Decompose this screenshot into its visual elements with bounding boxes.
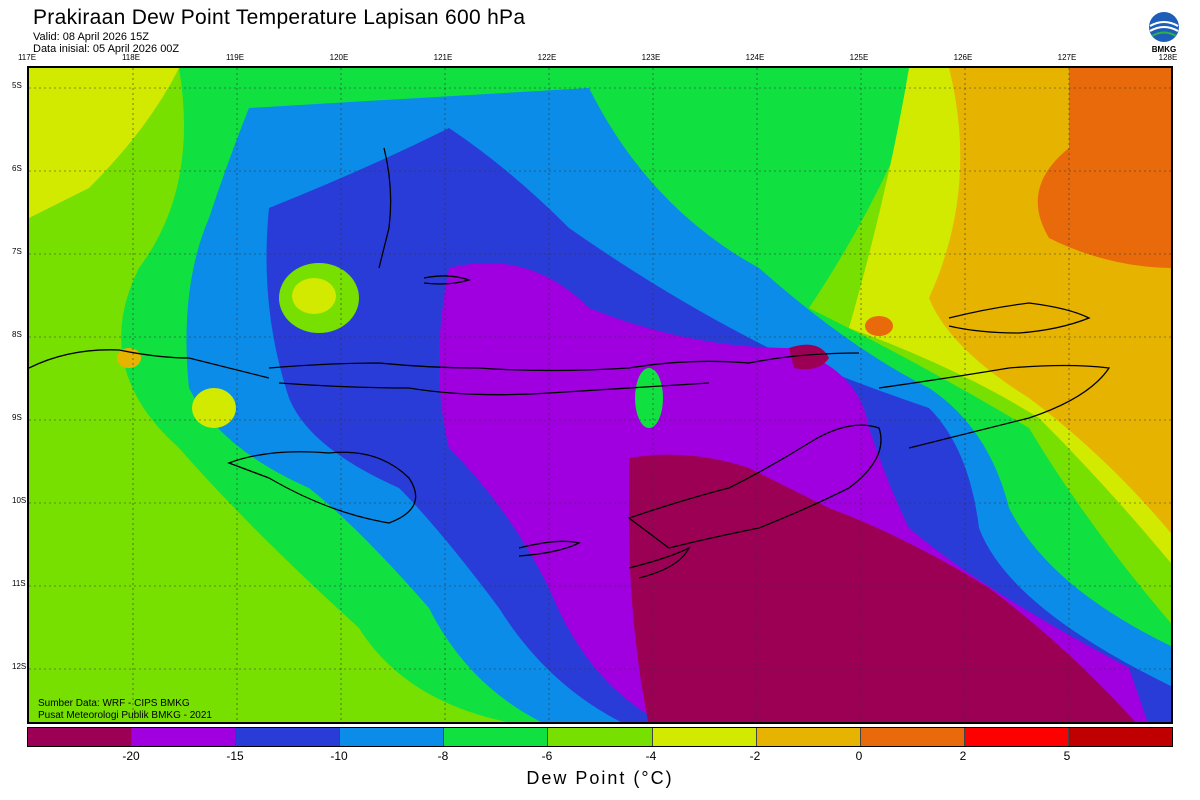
lon-label: 122E <box>537 53 557 62</box>
colorbar-tick: 5 <box>1063 749 1071 763</box>
logo-text: BMKG <box>1151 45 1177 54</box>
field-orange-ne <box>1037 68 1171 268</box>
colorbar-tick: -8 <box>437 749 449 763</box>
longitude-labels: 117E 118E 119E 120E 121E 122E 123E 124E … <box>0 53 1200 65</box>
institution-credit: Pusat Meteorologi Publik BMKG - 2021 <box>38 710 212 721</box>
lat-label: 8S <box>12 330 22 339</box>
colorbar-tick: -15 <box>226 749 244 763</box>
lat-label: 10S <box>12 496 27 505</box>
lat-label: 5S <box>12 81 22 90</box>
lon-label: 119E <box>225 53 245 62</box>
colorbar-tick: -2 <box>749 749 761 763</box>
lat-label: 11S <box>12 579 26 588</box>
colorbar-swatch <box>756 728 861 746</box>
lon-label: 120E <box>329 53 349 62</box>
graticule <box>29 68 1171 722</box>
valid-time: Valid: 08 April 2026 15Z <box>33 31 149 43</box>
field-yellow-nw <box>29 68 179 218</box>
colorbar-swatch <box>548 728 653 746</box>
colorbar-swatch <box>236 728 341 746</box>
field-magenta <box>629 454 1136 722</box>
data-source: Sumber Data: WRF - CIPS BMKG <box>38 698 190 709</box>
lon-label: 123E <box>641 53 661 62</box>
lon-label: 121E <box>433 53 453 62</box>
init-time: Data inisial: 05 April 2026 00Z <box>33 43 180 55</box>
colorbar-swatch <box>340 728 445 746</box>
colorbar-tick: 0 <box>855 749 863 763</box>
colorbar-title: Dew Point (°C) <box>526 768 674 788</box>
lat-label: 12S <box>12 662 27 671</box>
map-title: Prakiraan Dew Point Temperature Lapisan … <box>33 6 526 29</box>
colorbar-swatch <box>1068 728 1173 746</box>
colorbar-tick: -4 <box>645 749 657 763</box>
coastlines <box>29 147 1111 579</box>
colorbar-swatch <box>132 728 237 746</box>
colorbar-tick: -10 <box>330 749 348 763</box>
lon-label: 125E <box>849 53 869 62</box>
colorbar-swatch <box>860 728 965 746</box>
colorbar-swatch <box>444 728 549 746</box>
lon-label: 126E <box>953 53 973 62</box>
colorbar-swatch <box>652 728 757 746</box>
bmkg-logo-icon: BMKG <box>1144 10 1184 58</box>
dew-point-map <box>27 66 1173 724</box>
colorbar-tick: 2 <box>959 749 967 763</box>
lon-label: 117E <box>17 53 37 62</box>
lon-label: 127E <box>1057 53 1077 62</box>
lat-label: 7S <box>12 247 22 256</box>
lat-label: 6S <box>12 164 22 173</box>
lon-label: 118E <box>121 53 141 62</box>
lon-label: 124E <box>745 53 765 62</box>
colorbar <box>27 727 1173 747</box>
lon-label: 128E <box>1158 53 1178 62</box>
colorbar-tick: -20 <box>122 749 140 763</box>
colorbar-swatch <box>28 728 133 746</box>
colorbar-tick: -6 <box>541 749 553 763</box>
colorbar-swatch <box>964 728 1069 746</box>
lat-label: 9S <box>12 413 22 422</box>
